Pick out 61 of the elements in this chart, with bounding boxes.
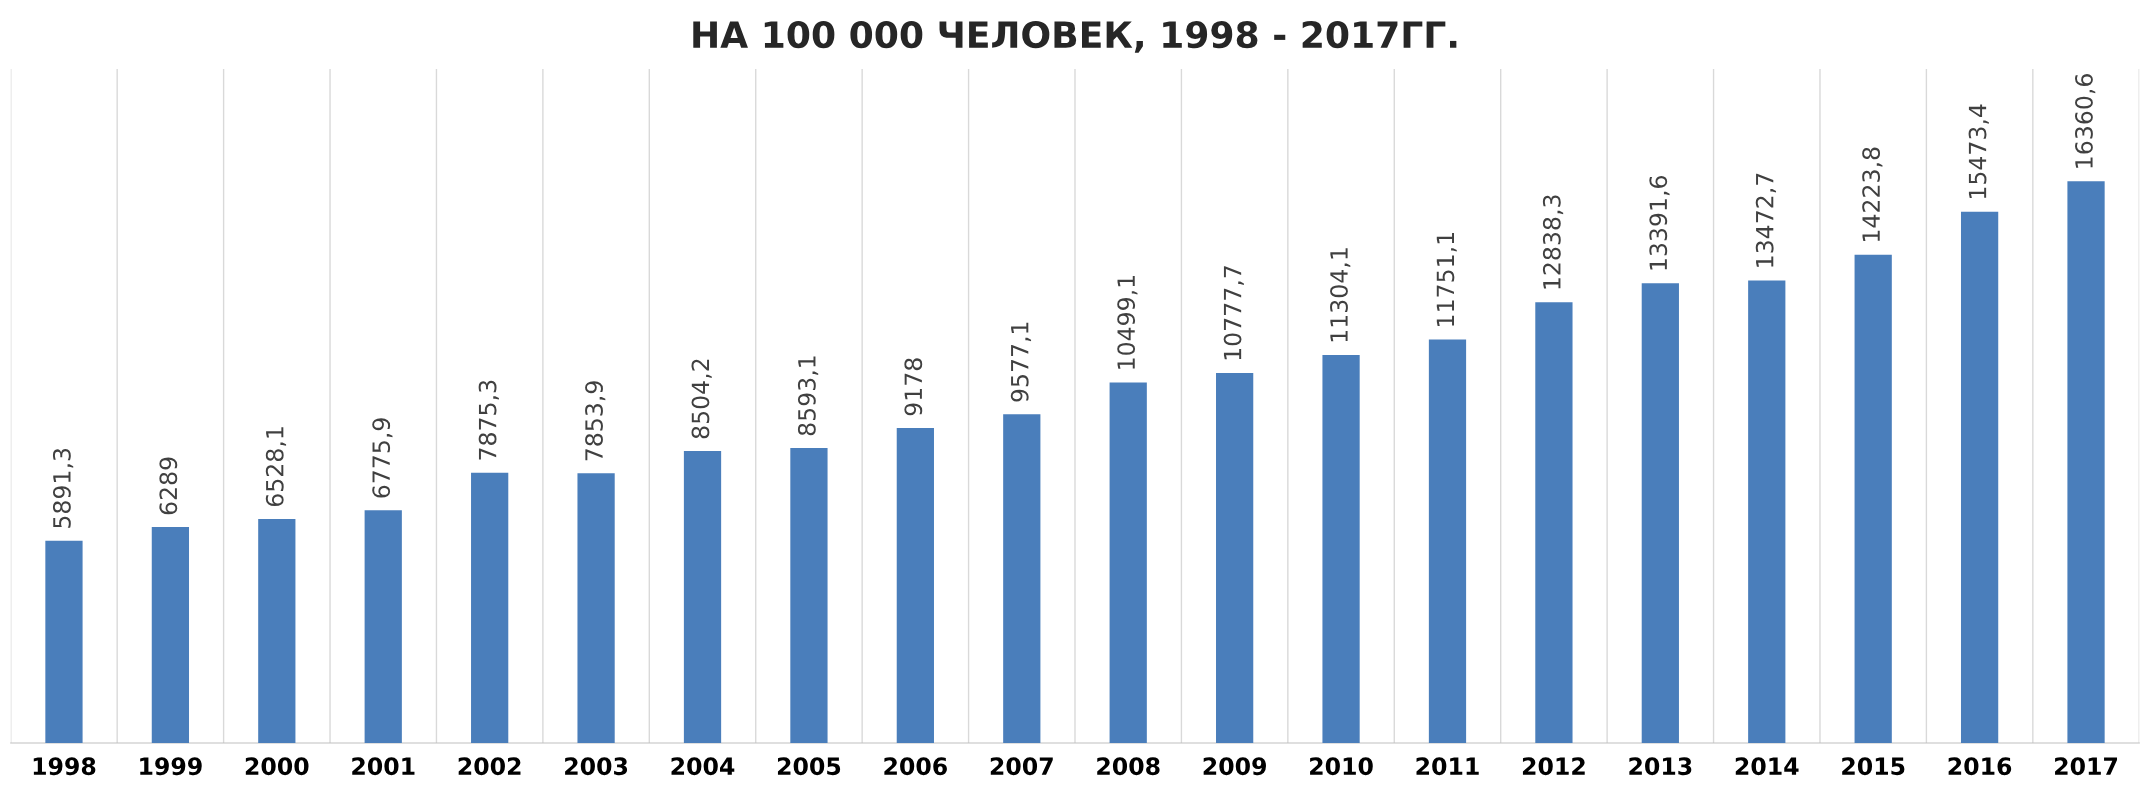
- bar: [1003, 414, 1041, 743]
- data-label: 7875,3: [478, 380, 499, 460]
- data-label: 15473,4: [1968, 104, 1989, 199]
- data-label: 6775,9: [372, 418, 393, 498]
- x-tick-label: 1999: [140, 757, 202, 776]
- data-label: 11304,1: [1330, 248, 1351, 342]
- bar: [258, 518, 296, 743]
- data-label: 6289: [159, 457, 178, 515]
- data-label: 14223,8: [1862, 147, 1883, 241]
- chart-title: НА 100 000 ЧЕЛОВЕК, 1998 - 2017ГГ.: [693, 20, 1457, 53]
- x-tick-label: 2015: [1842, 757, 1905, 776]
- data-label: 16360,6: [2075, 74, 2096, 168]
- x-tick-label: 2011: [1416, 757, 1479, 776]
- bar: [151, 527, 190, 743]
- bar: [1641, 283, 1679, 743]
- bar: [896, 427, 934, 743]
- bar: [577, 473, 615, 743]
- x-tick-label: 2013: [1629, 757, 1692, 776]
- x-tick-label: 2010: [1310, 757, 1373, 776]
- x-tick-label: 2000: [245, 757, 309, 776]
- x-tick-label: 2005: [777, 757, 841, 776]
- data-label: 8504,2: [691, 359, 712, 439]
- bar: [1322, 354, 1360, 743]
- data-label: 7853,9: [585, 381, 606, 461]
- bar: [1748, 280, 1786, 743]
- bar: [45, 540, 83, 743]
- data-label: 13391,6: [1649, 176, 1670, 270]
- bar: [471, 472, 509, 743]
- data-label: 10777,7: [1223, 266, 1244, 360]
- data-label: 5891,3: [52, 448, 74, 528]
- data-label: 9178: [904, 358, 923, 416]
- bar: [1960, 211, 1999, 743]
- data-label: 12838,3: [1542, 195, 1564, 289]
- bar: [364, 510, 402, 743]
- bar: [1109, 382, 1147, 743]
- x-tick-label: 2012: [1522, 757, 1585, 776]
- x-tick-label: 2004: [671, 757, 735, 776]
- data-label: 11751,1: [1436, 233, 1457, 326]
- data-label: 13472,7: [1755, 173, 1777, 267]
- data-label: 9577,1: [1010, 322, 1032, 402]
- bar: [683, 451, 722, 743]
- data-label: 8593,1: [797, 356, 819, 436]
- x-tick-label: 1998: [33, 757, 96, 776]
- x-tick-label: 2006: [884, 757, 947, 776]
- bar: [1535, 302, 1573, 743]
- x-tick-label: 2007: [990, 757, 1053, 776]
- x-tick-label: 2003: [565, 757, 628, 776]
- x-tick-label: 2016: [1948, 757, 2012, 776]
- bar: [1216, 373, 1254, 743]
- bar: [1428, 339, 1467, 743]
- bar: [790, 447, 828, 743]
- x-tick-label: 2002: [458, 757, 521, 776]
- bar: [1854, 254, 1892, 743]
- x-tick-label: 2001: [352, 757, 415, 776]
- bar: [2067, 181, 2105, 743]
- x-tick-label: 2014: [1735, 757, 1799, 776]
- data-label: 6528,1: [265, 427, 287, 507]
- x-tick-label: 2009: [1203, 757, 1266, 776]
- data-label: 10499,1: [1117, 275, 1138, 369]
- x-tick-label: 2017: [2055, 757, 2118, 776]
- x-tick-label: 2008: [1097, 757, 1160, 776]
